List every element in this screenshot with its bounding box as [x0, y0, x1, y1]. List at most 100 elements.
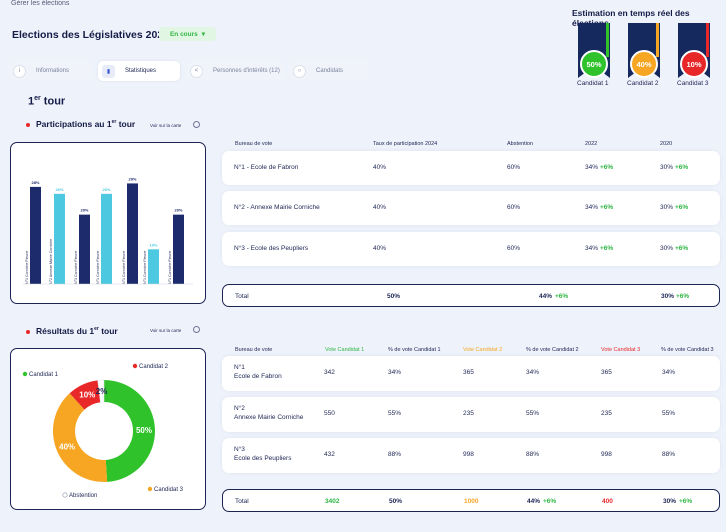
column-header: Bureau de vote	[235, 347, 273, 353]
bar[interactable]	[101, 193, 112, 284]
bar[interactable]	[30, 186, 41, 284]
delta-2020: +6%	[675, 245, 689, 252]
rate-2022: 34%	[585, 164, 599, 171]
donut-slice[interactable]	[53, 393, 108, 482]
bureau-name: Ecole de Fabron	[234, 373, 282, 380]
legend-marker	[147, 486, 153, 492]
percent-candidate-3: 34%	[662, 369, 676, 376]
bar[interactable]	[148, 249, 159, 284]
percent-candidate-3: 88%	[662, 451, 676, 458]
bureau-name: Ecole des Peupliers	[234, 455, 292, 462]
candidate-stripe	[706, 23, 709, 57]
bar[interactable]	[54, 193, 65, 284]
chevron-down-icon: ▾	[201, 31, 206, 38]
slice-label: 10%	[79, 391, 95, 400]
bar[interactable]	[173, 214, 184, 284]
tab-label: Statistiques	[125, 68, 157, 74]
table-row[interactable]: N°1 Ecole de Fabron 342 34% 365 34% 365 34%	[222, 356, 720, 391]
percent-candidate-1: 88%	[388, 451, 402, 458]
status-dropdown[interactable]: En cours ▾	[159, 27, 216, 41]
bar[interactable]	[127, 183, 138, 284]
results-map-link[interactable]: Voir sur la carte	[150, 328, 182, 333]
tab-share[interactable]: < Personnes d'intérêts (12)	[186, 61, 284, 81]
total-delta-2020: +6%	[676, 293, 690, 300]
tab-label: Personnes d'intérêts (12)	[213, 68, 280, 74]
share-icon: <	[190, 64, 203, 78]
table-row[interactable]: N°3 - Ecole des Peupliers 40% 60% 34% +6% 30%…	[222, 232, 720, 266]
rate-2022: 34%	[585, 245, 599, 252]
map-pin-icon[interactable]	[193, 326, 200, 333]
bureau-name: N°3 - Ecole des Peupliers	[234, 245, 309, 252]
abstention-rate: 60%	[507, 164, 521, 171]
votes-candidate-2: 998	[463, 451, 474, 458]
votes-candidate-1: 550	[324, 410, 335, 417]
votes-candidate-1: 432	[324, 451, 335, 458]
tab-label: Candidats	[316, 68, 344, 74]
column-header: % de vote Candidat 2	[526, 347, 579, 353]
candidate-label: Candidat 3	[677, 80, 709, 87]
votes-candidate-3: 365	[601, 369, 612, 376]
candidate-stripe	[656, 23, 659, 57]
slice-label: 40%	[59, 443, 75, 452]
bar-category-label: N°1 Corniche Fleurie	[143, 251, 147, 284]
bar[interactable]	[79, 214, 90, 284]
table-row[interactable]: N°2 Annexe Mairie Corniche 550 55% 235 55% 235…	[222, 397, 720, 432]
tab-candidate[interactable]: ○ Candidats	[289, 61, 369, 81]
participation-chart-panel: 28% N°1 Corniche Fleurie 26% N°2 Annexe Mai…	[10, 142, 206, 304]
slice-label: 50%	[136, 426, 152, 435]
column-header: Vote Candidat 1	[325, 347, 365, 353]
bureau-number: N°3	[234, 446, 245, 453]
column-header: Abstention	[507, 141, 533, 147]
total-row: Total 50% 44% +6% 30% +6%	[222, 284, 720, 307]
bar-label: 29%	[128, 176, 136, 181]
bar-category-label: N°2 Annexe Mairie Corniche	[49, 239, 53, 284]
candidate-stripe	[606, 23, 609, 57]
delta-2020: +6%	[675, 164, 689, 171]
abstention-rate: 60%	[507, 245, 521, 252]
tab-info[interactable]: i Informations	[9, 61, 92, 81]
results-donut-chart: 50% 40% 10% 2% Candidat 1 Candidat 2 Candidat …	[22, 363, 184, 499]
tab-label: Informations	[36, 68, 70, 74]
rate-2022: 34%	[585, 204, 599, 211]
rate-2020: 30%	[660, 245, 674, 252]
info-icon: i	[13, 64, 26, 78]
participation-rate: 40%	[373, 204, 387, 211]
candidate-percent: 40%	[630, 50, 658, 78]
breadcrumb[interactable]: Gérer les élections	[11, 0, 70, 7]
bureau-name: N°2 - Annexe Mairie Corniche	[234, 204, 320, 211]
column-header: 2022	[585, 141, 598, 147]
participation-rate: 40%	[373, 245, 387, 252]
donut-slice[interactable]	[97, 379, 105, 403]
percent-candidate-3: 55%	[662, 410, 676, 417]
column-header: Taux de participation 2024	[373, 141, 438, 147]
results-title: Résultats du 1er tour	[26, 326, 118, 336]
legend-marker	[62, 492, 68, 498]
participation-map-link[interactable]: Voir sur la carte	[150, 123, 182, 128]
bar-label: 20%	[80, 208, 88, 213]
total-2022: 44%	[539, 293, 553, 300]
results-chart-panel: 50% 40% 10% 2% Candidat 1 Candidat 2 Candidat …	[10, 348, 206, 510]
column-header: Vote Candidat 2	[463, 347, 503, 353]
total-percent-3: 30%	[663, 498, 677, 505]
total-votes-3: 400	[602, 498, 613, 505]
status-label: En cours	[169, 30, 198, 38]
donut-slice[interactable]	[104, 380, 155, 482]
bar-category-label: N°1 Corniche Fleurie	[168, 251, 172, 284]
participation-rate: 40%	[373, 164, 387, 171]
table-row[interactable]: N°2 - Annexe Mairie Corniche 40% 60% 34% +6%…	[222, 191, 720, 225]
tab-chart[interactable]: ▮ Statistiques	[98, 61, 180, 81]
table-row[interactable]: N°3 Ecole des Peupliers 432 88% 998 88% 998 88%	[222, 438, 720, 473]
bar-category-label: N°3 Corniche Fleurie	[74, 251, 78, 284]
bureau-number: N°2	[234, 405, 245, 412]
bar-label: 26%	[102, 187, 110, 192]
total-participation: 50%	[387, 293, 401, 300]
total-label: Total	[235, 498, 249, 505]
map-pin-icon[interactable]	[193, 121, 200, 128]
bar-label: 20%	[174, 208, 182, 213]
table-row[interactable]: N°1 - Ecole de Fabron 40% 60% 34% +6% 30% +6%	[222, 151, 720, 185]
donut-slice[interactable]	[69, 380, 101, 410]
bar-category-label: N°1 Corniche Fleurie	[25, 251, 29, 284]
bar-category-label: N°1 Corniche Fleurie	[122, 251, 126, 284]
bureau-number: N°1	[234, 364, 245, 371]
legend-label: Candidat 1	[29, 372, 59, 378]
